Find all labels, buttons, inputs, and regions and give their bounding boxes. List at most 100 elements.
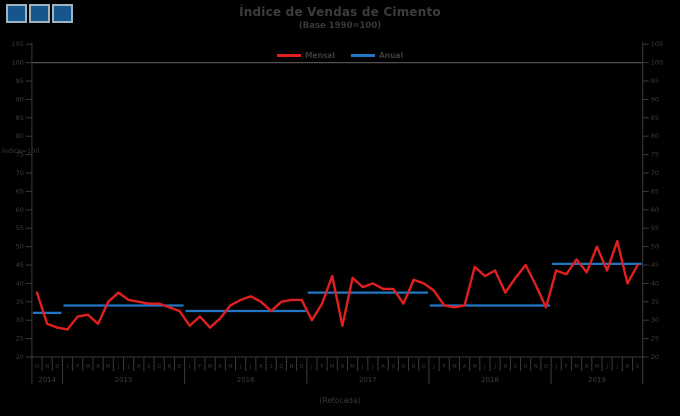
mensal-line-swatch-icon [276,54,301,57]
year-label: 2015 [115,376,133,384]
y-tick-label: 20 [651,353,659,361]
legend-label: Mensal [304,51,335,60]
y-tick-label: 40 [16,279,24,287]
month-letter-label: M [228,364,232,370]
month-letter-label: M [330,364,334,370]
y-tick-label: 45 [16,261,24,269]
month-letter-label: F [321,364,324,370]
mensal-line [35,239,639,331]
month-letter-label: M [574,364,578,370]
logo-square-icon [52,4,73,23]
y-tick-label: 95 [651,77,659,85]
month-letter-label: D [55,364,59,370]
month-letter-label: M [350,364,354,370]
month-letter-label: O [157,364,161,370]
y-tick-label: 50 [651,243,659,251]
y-axis-labels: 20 20 25 25 30 30 35 35 40 40 45 45 50 50 55 55 60 60 65 65… [11,40,663,361]
month-letter-label: J [249,364,251,370]
month-letter-label: N [534,364,538,370]
year-label: 2014 [38,376,56,384]
month-letter-label: J [371,364,373,370]
y-tick-label: 75 [651,151,659,159]
month-letter-label: F [565,364,568,370]
year-label: 2018 [481,376,499,384]
month-letter-label: D [544,364,548,370]
y-tick-label: 20 [16,353,24,361]
y-tick-label: 70 [651,169,659,177]
month-letter-label: J [239,364,241,370]
month-letter-label: A [96,364,100,370]
month-letter-label: A [259,364,263,370]
legend-item-anual: Anual [350,51,404,60]
month-letter-label: M [473,364,477,370]
month-letter-label: A [585,364,589,370]
logo-square-icon [6,4,27,23]
month-letter-label: N [45,364,49,370]
y-tick-label: 70 [16,169,24,177]
month-letter-label: O [35,364,39,370]
month-letter-label: A [504,364,508,370]
month-letter-label: D [178,364,182,370]
logo [6,4,73,23]
month-letter-label: D [422,364,426,370]
legend-item-mensal: Mensal [276,51,335,60]
year-label: 2019 [588,376,606,384]
year-labels: 2014 2015 2016 2017 2018 2019 [38,376,606,384]
month-letter-label: O [524,364,528,370]
y-tick-label: 65 [651,187,659,195]
month-letter-label: S [147,364,150,370]
month-letter-label: J [188,364,190,370]
month-letter-label: J [66,364,68,370]
month-letter-label: J [361,364,363,370]
y-tick-label: 105 [651,40,663,48]
year-label: 2017 [359,376,377,384]
month-letter-label: J [432,364,434,370]
y-tick-label: 60 [651,206,659,214]
page-subtitle: (Base 1990=100) [298,21,382,31]
month-letter-label: O [279,364,283,370]
month-letter-label: M [595,364,599,370]
month-letter-label: A [381,364,385,370]
page-title: Índice de Vendas de Cimento [239,5,441,19]
y-tick-label: 75 [16,151,24,159]
y-tick-label: 30 [16,316,24,324]
month-letter-label: S [514,364,517,370]
month-letter-label: A [626,364,630,370]
logo-square-icon [29,4,50,23]
month-letter-label: A [137,364,141,370]
y-tick-label: 90 [651,95,659,103]
y-tick-label: 65 [16,187,24,195]
y-tick-label: 50 [16,243,24,251]
month-letter-label: J [117,364,119,370]
month-letter-label: O [402,364,406,370]
month-letter-label: M [452,364,456,370]
y-tick-label: 95 [16,77,24,85]
y-tick-label: 30 [651,316,659,324]
y-tick-label: 45 [651,261,659,269]
x-axis-title: (Retocada) [319,396,361,405]
y-tick-label: 60 [16,206,24,214]
y-tick-label: 80 [651,132,659,140]
month-letter-label: J [605,364,607,370]
month-letter-label: A [219,364,223,370]
year-label: 2016 [237,376,255,384]
month-letter-label: S [392,364,395,370]
y-tick-label: 40 [651,279,659,287]
month-letter-label: F [443,364,446,370]
y-tick-label: 105 [11,40,23,48]
y-tick-label: 35 [16,298,24,306]
y-tick-label: 55 [16,224,24,232]
chart-legend: Mensal Anual [0,51,680,60]
y-tick-label: 85 [651,114,659,122]
month-letter-label: M [106,364,110,370]
month-letter-label: D [300,364,304,370]
anual-line-swatch-icon [350,54,375,57]
legend-label: Anual [378,51,404,60]
month-letter-label: J [127,364,129,370]
y-tick-label: 100 [651,59,663,67]
month-letter-label: J [616,364,618,370]
month-letter-label: N [290,364,294,370]
axes [31,42,644,358]
month-letter-label: F [76,364,79,370]
